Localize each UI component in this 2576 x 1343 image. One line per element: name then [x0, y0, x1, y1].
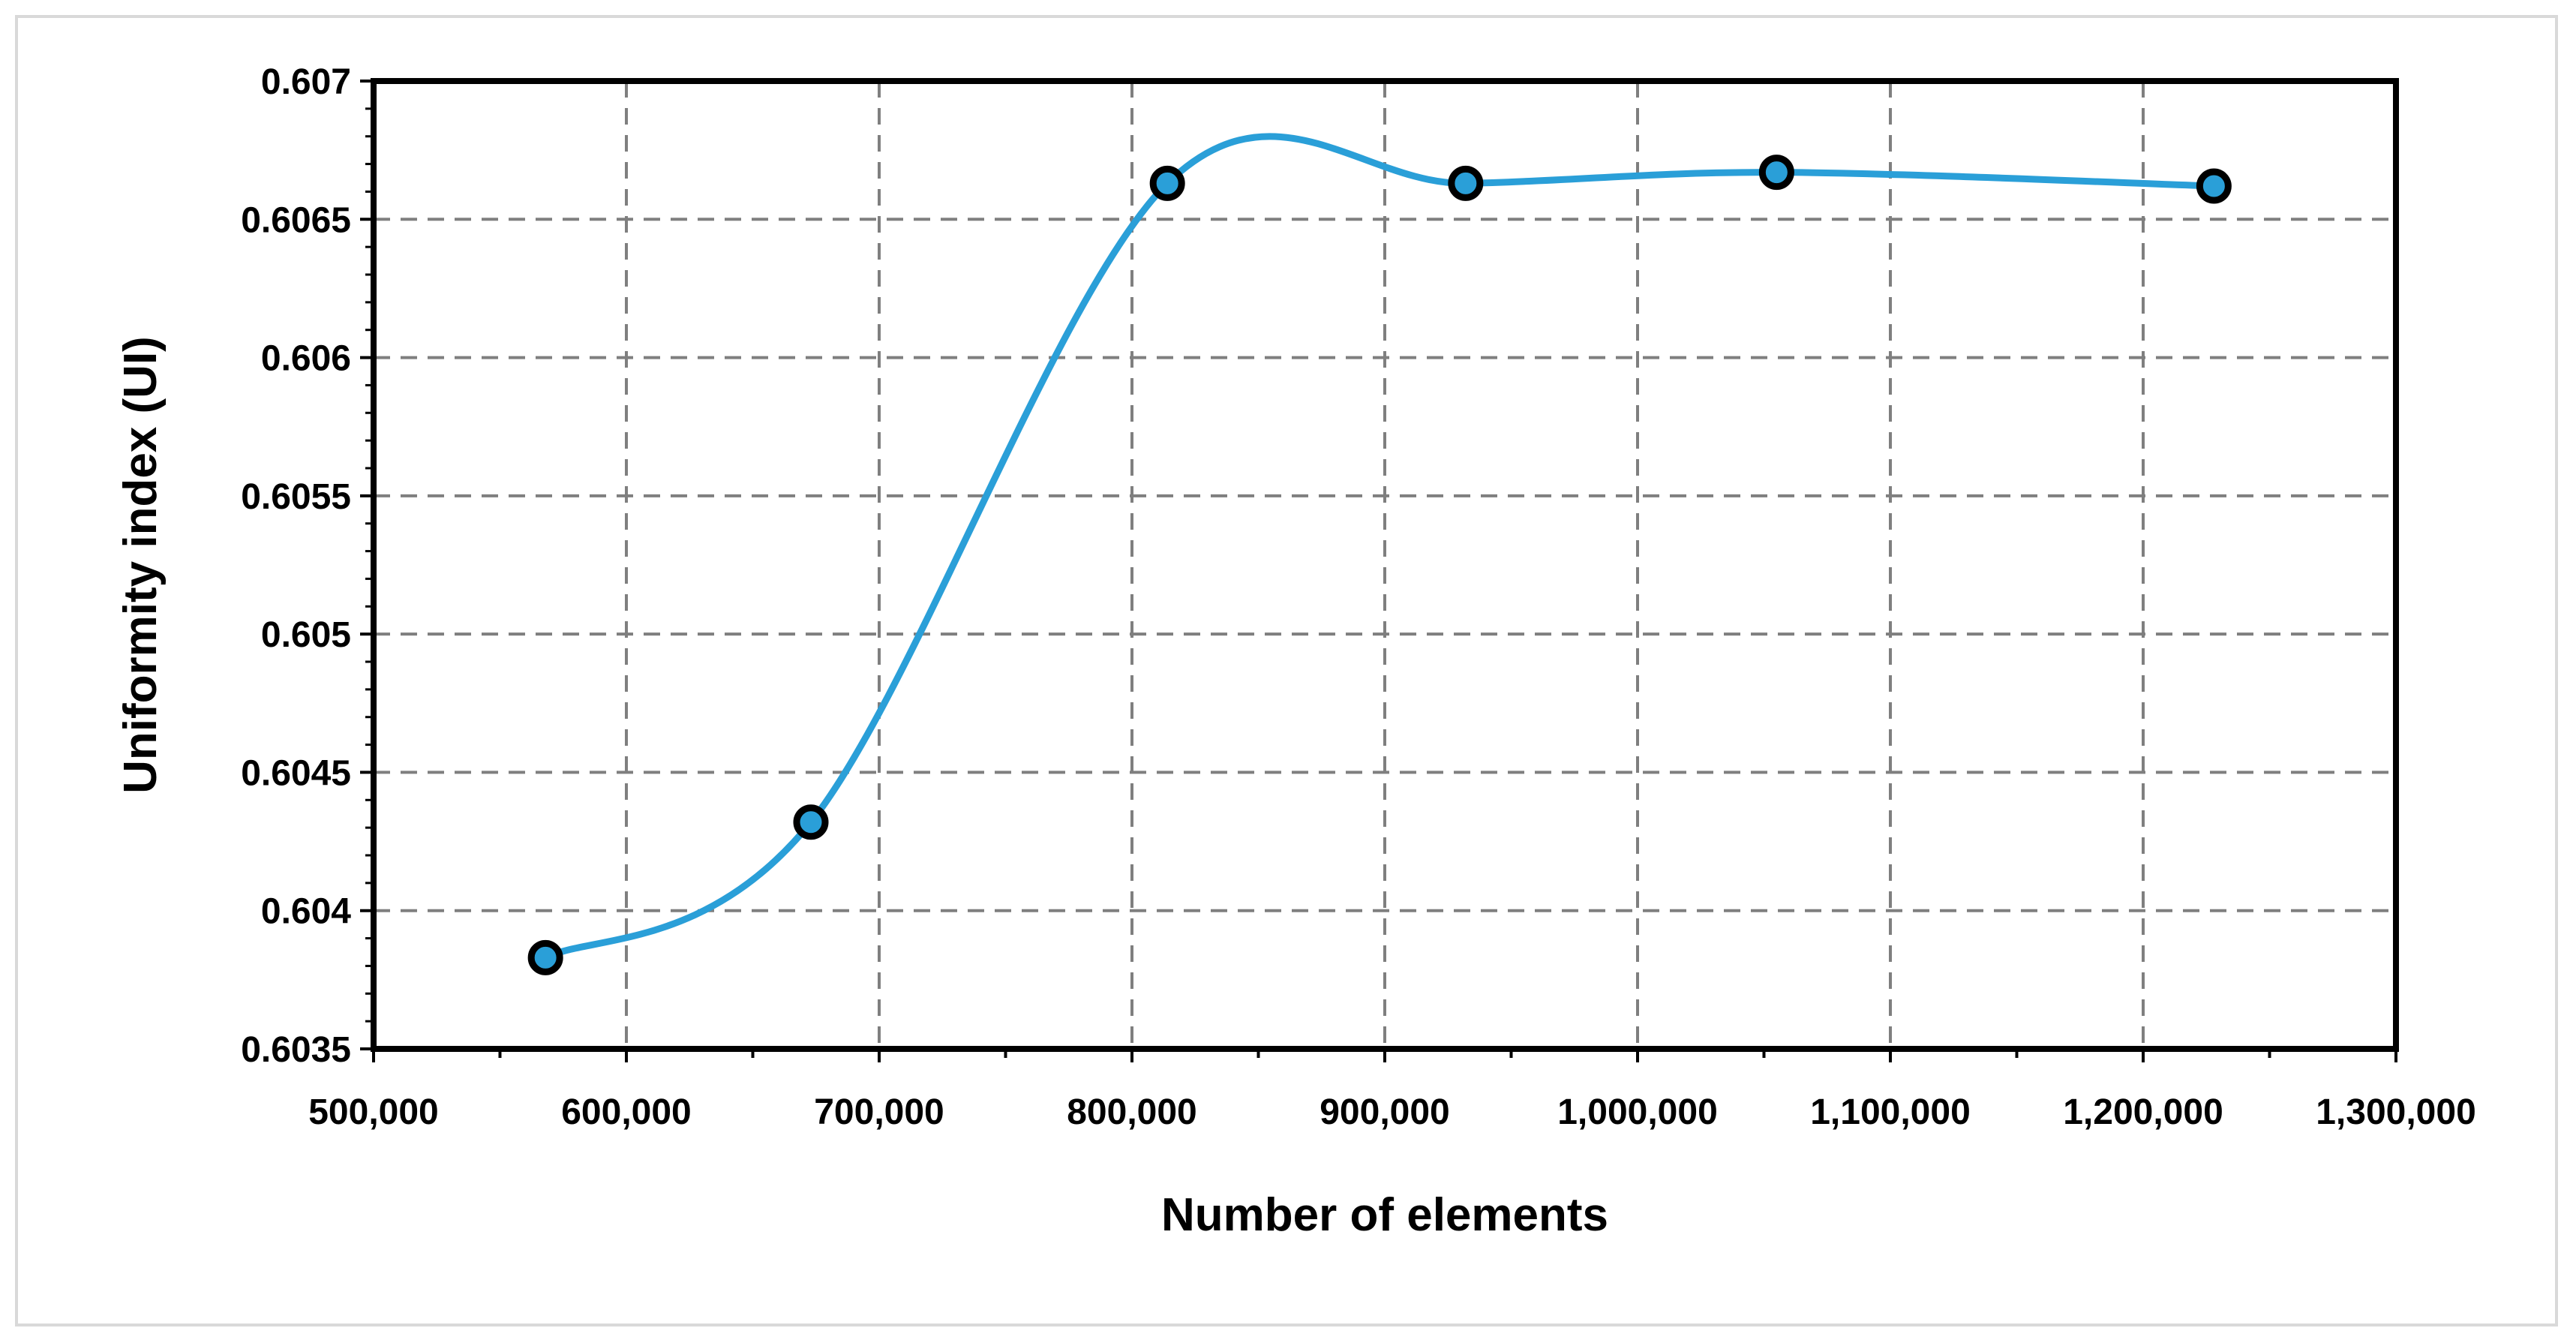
x-tick-label: 500,000 [308, 1092, 439, 1132]
x-tick-label: 1,200,000 [2063, 1092, 2223, 1132]
y-tick-label: 0.604 [261, 892, 351, 932]
x-axis-title: Number of elements [1161, 1189, 1608, 1241]
y-tick-label: 0.606 [261, 339, 351, 379]
y-tick-label: 0.6065 [241, 200, 351, 240]
x-tick-label: 1,300,000 [2316, 1092, 2476, 1132]
data-point [1149, 165, 1185, 201]
data-point [793, 804, 829, 840]
tick-labels: 500,000 600,000 700,000 800,000 900,000 1,000… [241, 62, 2476, 1132]
series-line [542, 133, 2217, 961]
y-tick-label: 0.6035 [241, 1030, 351, 1070]
y-axis-title: Uniformity index (UI) [115, 336, 167, 794]
data-point [2196, 168, 2232, 204]
data-point [1448, 165, 1484, 201]
y-tick-label: 0.6055 [241, 477, 351, 517]
axis-ticks [360, 80, 2397, 1062]
x-tick-label: 800,000 [1067, 1092, 1197, 1132]
grid-lines [374, 81, 2396, 1049]
data-point [1758, 155, 1794, 191]
x-tick-label: 700,000 [814, 1092, 944, 1132]
x-tick-label: 1,100,000 [1810, 1092, 1971, 1132]
series-layer [527, 133, 2232, 975]
x-tick-label: 1,000,000 [1557, 1092, 1718, 1132]
x-tick-label: 600,000 [561, 1092, 692, 1132]
x-tick-label: 900,000 [1320, 1092, 1450, 1132]
y-tick-label: 0.607 [261, 62, 351, 102]
figure-frame [15, 15, 2558, 1326]
y-tick-label: 0.6045 [241, 753, 351, 793]
data-point [527, 939, 563, 975]
y-tick-label: 0.605 [261, 615, 351, 655]
